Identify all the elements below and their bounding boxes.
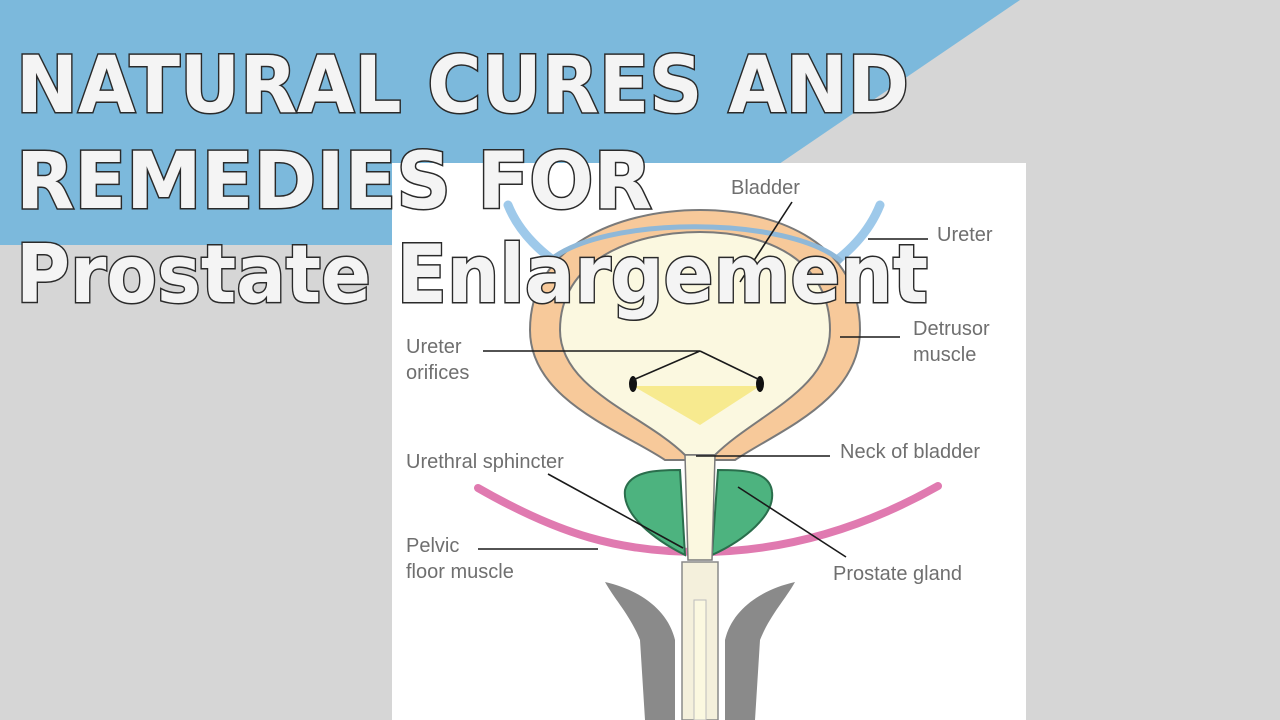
title-banner <box>0 0 1020 245</box>
prostate-right-lobe <box>710 468 774 557</box>
title-line-1: NATURAL CURES AND <box>16 41 909 131</box>
label-neck-of-bladder: Neck of bladder <box>840 441 980 463</box>
urethra-upper <box>684 454 716 561</box>
label-prostate-gland: Prostate gland <box>833 563 962 585</box>
urethral-sphincter-leader <box>547 473 684 549</box>
label-bladder: Bladder <box>731 177 800 199</box>
prostate-left-lobe <box>623 468 687 557</box>
label-detrusor-line1: Detrusor <box>913 318 990 340</box>
label-ureter-orifices-line1: Ureter <box>406 336 462 358</box>
label-pelvic-line1: Pelvic <box>406 535 459 557</box>
prostate-gland-leader <box>737 486 847 558</box>
ureter-orifices-leader-2 <box>699 350 761 381</box>
penile-tissue-right <box>725 582 795 720</box>
bladder-diagram <box>474 200 942 720</box>
bladder-top-rim <box>546 224 844 264</box>
bladder-leader <box>739 201 793 283</box>
label-pelvic-line2: floor muscle <box>406 561 514 583</box>
penile-tissue-left <box>605 582 675 720</box>
title-line-2: REMEDIES FOR <box>16 137 652 227</box>
label-detrusor-line2: muscle <box>913 344 976 366</box>
urethra-lumen <box>693 599 707 720</box>
ureter-orifice-right <box>756 376 764 392</box>
label-urethral-sphincter: Urethral sphincter <box>406 451 564 473</box>
label-ureter-orifices-line2: orifices <box>406 362 469 384</box>
trigone <box>633 386 760 425</box>
title-line-3: Prostate Enlargement <box>16 228 928 321</box>
label-ureter: Ureter <box>937 224 993 246</box>
